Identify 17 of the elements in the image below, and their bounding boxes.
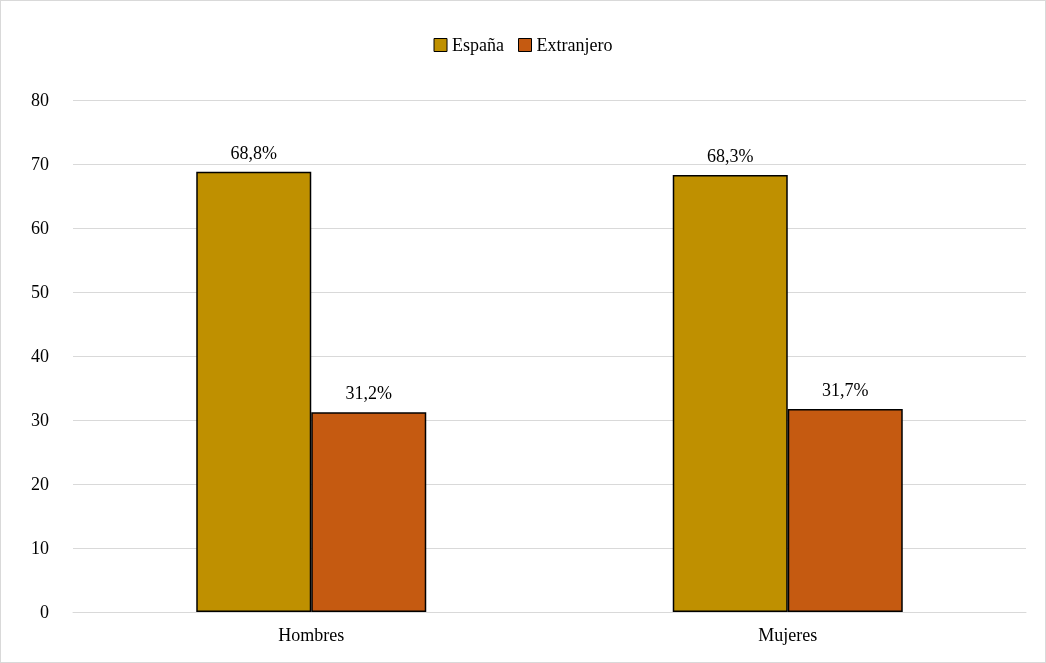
legend-label: Extranjero xyxy=(536,35,613,55)
y-tick-label: 20 xyxy=(31,474,49,494)
y-tick-label: 50 xyxy=(31,282,49,302)
y-tick-label: 10 xyxy=(31,538,49,558)
data-label: 68,3% xyxy=(707,145,754,166)
y-tick-label: 0 xyxy=(40,602,49,622)
y-tick-label: 70 xyxy=(31,154,49,174)
legend-label: España xyxy=(452,35,505,55)
x-tick-label: Hombres xyxy=(278,625,345,645)
y-tick-label: 30 xyxy=(31,410,49,430)
y-tick-label: 60 xyxy=(31,218,49,238)
data-label: 31,7% xyxy=(822,380,869,401)
x-tick-label: Mujeres xyxy=(758,625,818,645)
data-label: 31,2% xyxy=(345,383,392,404)
data-label: 68,8% xyxy=(230,142,277,163)
y-tick-label: 80 xyxy=(31,90,49,110)
y-tick-label: 40 xyxy=(31,346,49,366)
